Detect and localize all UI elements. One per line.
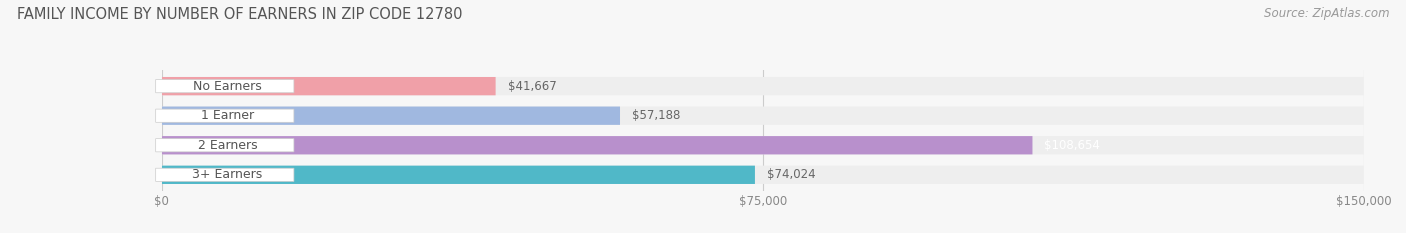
FancyBboxPatch shape [162,106,620,125]
FancyBboxPatch shape [156,109,294,122]
FancyBboxPatch shape [156,139,294,152]
FancyBboxPatch shape [156,168,294,182]
Text: Source: ZipAtlas.com: Source: ZipAtlas.com [1264,7,1389,20]
FancyBboxPatch shape [162,166,755,184]
Text: FAMILY INCOME BY NUMBER OF EARNERS IN ZIP CODE 12780: FAMILY INCOME BY NUMBER OF EARNERS IN ZI… [17,7,463,22]
FancyBboxPatch shape [162,166,1364,184]
FancyBboxPatch shape [162,77,1364,95]
FancyBboxPatch shape [156,79,294,93]
Text: $108,654: $108,654 [1045,139,1101,152]
Text: 3+ Earners: 3+ Earners [193,168,263,181]
Text: $41,667: $41,667 [508,80,557,93]
FancyBboxPatch shape [162,136,1364,154]
Text: $74,024: $74,024 [766,168,815,181]
FancyBboxPatch shape [162,77,496,95]
Text: 2 Earners: 2 Earners [198,139,257,152]
FancyBboxPatch shape [162,106,1364,125]
Text: No Earners: No Earners [193,80,262,93]
FancyBboxPatch shape [162,136,1032,154]
Text: $57,188: $57,188 [633,109,681,122]
Text: 1 Earner: 1 Earner [201,109,254,122]
